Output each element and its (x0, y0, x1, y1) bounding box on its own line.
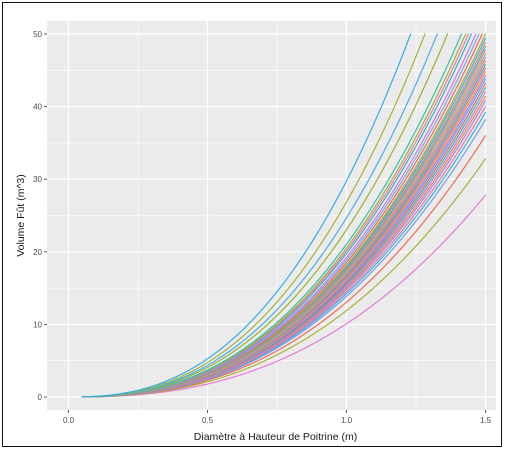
y-axis-title: Volume Fût (m^3) (15, 174, 27, 257)
x-axis-title: Diamètre à Hauteur de Poitrine (m) (194, 431, 357, 443)
series-line-34 (81, 33, 426, 398)
series-line-1 (81, 194, 487, 398)
x-tick-label: 0.0 (63, 416, 75, 425)
y-tick-label: 50 (33, 30, 42, 39)
y-tick-label: 0 (38, 393, 43, 402)
series-lines (81, 33, 487, 398)
x-tick-label: 0.5 (202, 416, 214, 425)
x-tick-label: 1.0 (341, 416, 353, 425)
x-axis: 0.0 0.5 1.0 1.5 (63, 410, 492, 425)
y-axis: 0 10 20 30 40 50 (33, 30, 47, 402)
y-tick-label: 30 (33, 175, 42, 184)
y-tick-label: 10 (33, 320, 42, 329)
y-tick-label: 40 (33, 103, 42, 112)
x-tick-label: 1.5 (480, 416, 492, 425)
y-tick-label: 20 (33, 248, 42, 257)
series-line-35 (81, 33, 412, 398)
